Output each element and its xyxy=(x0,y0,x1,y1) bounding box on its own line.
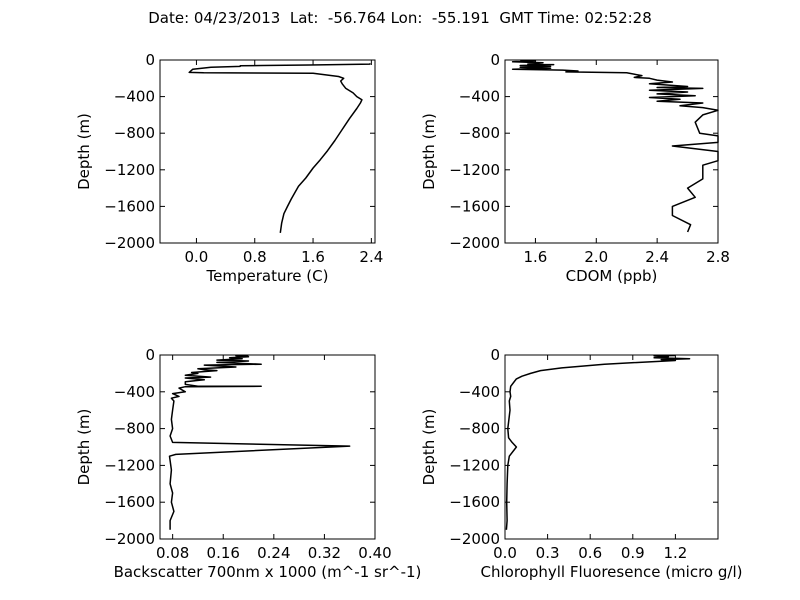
temperature-ytick-label: 0 xyxy=(145,51,155,69)
cdom-yaxis-label: Depth (m) xyxy=(420,113,438,190)
cdom-ytick-label: −800 xyxy=(459,124,500,142)
temperature-ytick-label: −2000 xyxy=(104,234,155,252)
cdom-xtick-label: 2.0 xyxy=(584,248,608,266)
backscatter-xtick-label: 0.40 xyxy=(358,544,391,562)
temperature-xtick-label: 0.0 xyxy=(185,248,209,266)
temperature-xaxis-label: Temperature (C) xyxy=(206,267,329,285)
temperature-xtick-label: 0.8 xyxy=(243,248,267,266)
backscatter-series-line xyxy=(168,354,351,530)
backscatter-ytick-label: −1200 xyxy=(104,456,155,474)
cdom-ytick-label: 0 xyxy=(490,51,500,69)
chlorophyll-ytick-label: 0 xyxy=(490,346,500,364)
chlorophyll-xaxis-label: Chlorophyll Fluoresence (micro g/l) xyxy=(481,563,743,581)
backscatter-xaxis-label: Backscatter 700nm x 1000 (m^-1 sr^-1) xyxy=(114,563,422,581)
cdom-xaxis-label: CDOM (ppb) xyxy=(566,267,658,285)
cdom-series-line xyxy=(511,59,719,233)
cdom-ytick-label: −1200 xyxy=(449,161,500,179)
chlorophyll-yaxis-label: Depth (m) xyxy=(420,409,438,486)
backscatter-ytick-label: 0 xyxy=(145,346,155,364)
cdom-ytick-label: −2000 xyxy=(449,234,500,252)
backscatter-xtick-label: 0.32 xyxy=(308,544,341,562)
chlorophyll-ytick-label: −1200 xyxy=(449,456,500,474)
temperature-ytick-label: −1200 xyxy=(104,161,155,179)
backscatter-xtick-label: 0.16 xyxy=(207,544,240,562)
chlorophyll-ytick-label: −1600 xyxy=(449,493,500,511)
backscatter-ytick-label: −2000 xyxy=(104,530,155,548)
backscatter-ytick-label: −400 xyxy=(114,383,155,401)
cdom-xtick-label: 2.4 xyxy=(645,248,669,266)
backscatter-ytick-label: −800 xyxy=(114,420,155,438)
temperature-xtick-label: 1.6 xyxy=(301,248,325,266)
temperature-ytick-label: −400 xyxy=(114,88,155,106)
temperature-xtick-label: 2.4 xyxy=(359,248,383,266)
chlorophyll-xtick-label: 0.9 xyxy=(621,544,645,562)
temperature-ytick-label: −800 xyxy=(114,124,155,142)
cdom-ytick-label: −1600 xyxy=(449,197,500,215)
cdom-xtick-label: 1.6 xyxy=(523,248,547,266)
chlorophyll-axes-frame xyxy=(504,354,719,540)
cdom-xtick-label: 2.8 xyxy=(706,248,730,266)
chlorophyll-series-line xyxy=(505,354,691,530)
temperature-series-line xyxy=(188,63,371,234)
figure-title: Date: 04/23/2013 Lat: -56.764 Lon: -55.1… xyxy=(148,9,652,27)
chlorophyll-xtick-label: 0.0 xyxy=(493,544,517,562)
chlorophyll-xtick-label: 1.2 xyxy=(663,544,687,562)
chlorophyll-ytick-label: −800 xyxy=(459,420,500,438)
chlorophyll-ytick-label: −400 xyxy=(459,383,500,401)
cdom-ytick-label: −400 xyxy=(459,88,500,106)
backscatter-xtick-label: 0.08 xyxy=(156,544,189,562)
backscatter-xtick-label: 0.24 xyxy=(257,544,290,562)
backscatter-axes-frame xyxy=(159,354,376,540)
backscatter-ytick-label: −1600 xyxy=(104,493,155,511)
temperature-yaxis-label: Depth (m) xyxy=(75,113,93,190)
cdom-axes-frame xyxy=(504,59,719,244)
chlorophyll-xtick-label: 0.3 xyxy=(536,544,560,562)
chlorophyll-xtick-label: 0.6 xyxy=(578,544,602,562)
backscatter-yaxis-label: Depth (m) xyxy=(75,409,93,486)
temperature-axes-frame xyxy=(159,59,376,244)
chlorophyll-ytick-label: −2000 xyxy=(449,530,500,548)
temperature-ytick-label: −1600 xyxy=(104,197,155,215)
